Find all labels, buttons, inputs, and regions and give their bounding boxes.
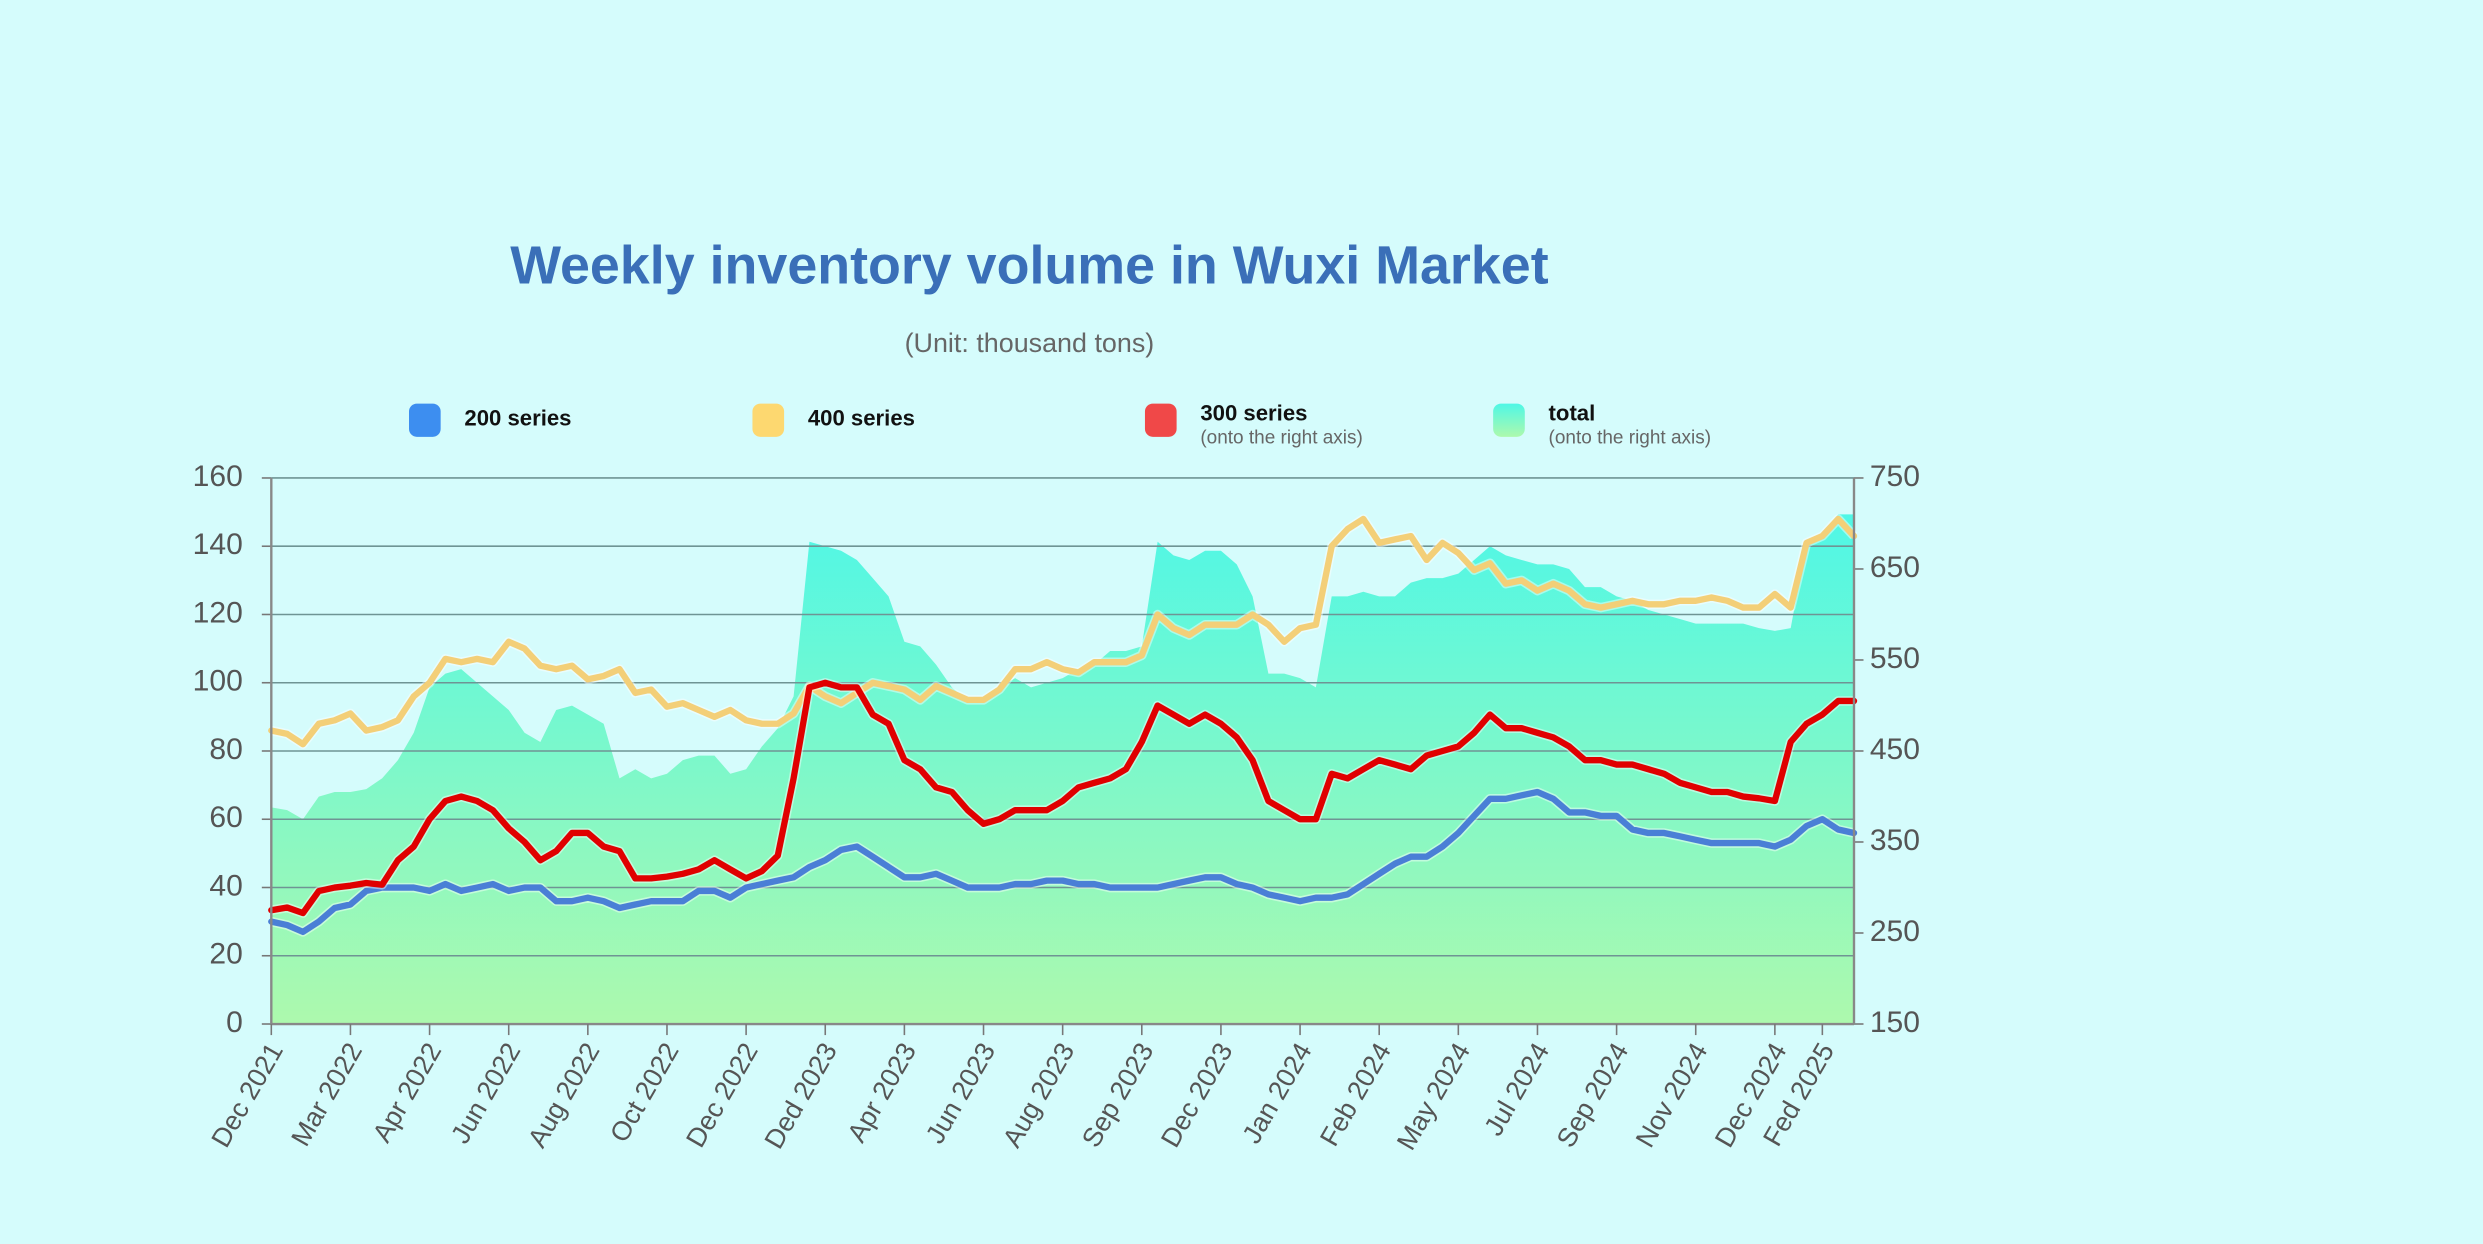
x-tick-label: May 2024 (1391, 1038, 1476, 1155)
chart-title: Weekly inventory volume in Wuxi Market (510, 235, 1548, 295)
y2-tick-label: 650 (1870, 551, 1920, 584)
y-tick-label: 160 (193, 460, 243, 493)
x-tick-label: Sep 2024 (1551, 1038, 1635, 1153)
y2-tick-label: 550 (1870, 642, 1920, 675)
x-tick-label: Oct 2022 (604, 1038, 685, 1148)
x-tick-label: Aug 2023 (997, 1038, 1081, 1153)
x-tick-label: Jan 2024 (1236, 1038, 1317, 1149)
legend-swatch (752, 403, 785, 437)
x-tick-label: Apr 2022 (367, 1038, 448, 1148)
y2-tick-label: 450 (1870, 733, 1920, 766)
x-tick-label: Jul 2024 (1478, 1038, 1555, 1141)
y-tick-label: 0 (226, 1006, 243, 1039)
y-tick-label: 40 (209, 869, 242, 902)
line (268, 788, 1858, 936)
y-tick-label: 120 (193, 596, 243, 629)
legend-label: 400 series (808, 405, 915, 430)
line (268, 679, 1858, 917)
y-tick-label: 20 (209, 938, 242, 971)
y-tick-label: 140 (193, 528, 243, 561)
x-tick-label: Sep 2023 (1076, 1038, 1160, 1153)
legend-swatch (409, 403, 441, 437)
x-tick-label: Nov 2024 (1630, 1038, 1714, 1153)
x-tick-label: Feb 2024 (1314, 1038, 1397, 1151)
y2-tick-label: 250 (1870, 915, 1920, 948)
x-tick-label: Dec 2021 (205, 1038, 289, 1153)
legend-swatch (1493, 403, 1525, 437)
x-tick-label: Dec 2023 (1155, 1038, 1239, 1153)
y-tick-label: 80 (209, 733, 242, 766)
legend-swatch (1144, 403, 1177, 437)
legend-label: 200 series (464, 405, 571, 430)
line (268, 515, 1858, 748)
x-tick-label: Jun 2022 (445, 1038, 526, 1149)
y-tick-label: 60 (209, 801, 242, 834)
area (271, 514, 1855, 1025)
y2-tick-label: 150 (1870, 1006, 1920, 1039)
legend-note: (onto the right axis) (1549, 427, 1712, 448)
y2-tick-label: 750 (1870, 460, 1920, 493)
y-tick-label: 100 (193, 665, 243, 698)
x-tick-label: Mar 2022 (285, 1038, 368, 1151)
x-tick-label: Ded 2023 (759, 1038, 843, 1154)
legend-note: (onto the right axis) (1200, 427, 1363, 448)
x-tick-label: Dec 2022 (680, 1038, 764, 1153)
y2-tick-label: 350 (1870, 824, 1920, 857)
legend-label: total (1549, 401, 1596, 426)
x-tick-label: Apr 2023 (842, 1038, 923, 1148)
x-tick-label: Jun 2023 (920, 1038, 1001, 1149)
x-tick-label: Aug 2022 (522, 1038, 606, 1153)
chart-subtitle: (Unit: thousand tons) (905, 328, 1155, 358)
legend-label: 300 series (1200, 401, 1307, 426)
